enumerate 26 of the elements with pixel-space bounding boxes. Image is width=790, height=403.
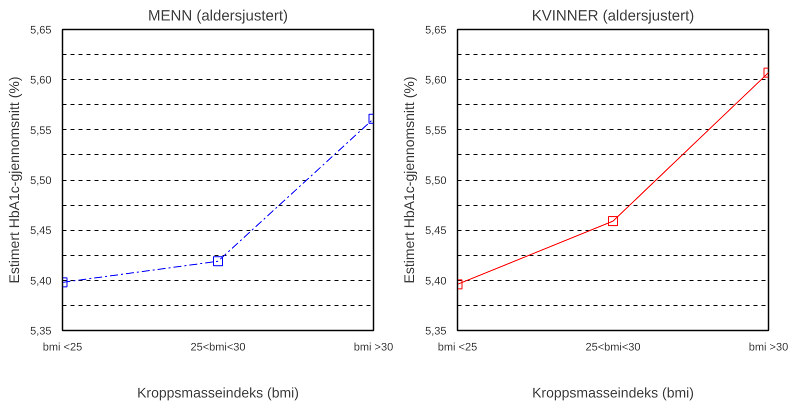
y-tick-label: 5,55 — [425, 124, 447, 137]
y-tick-label: 5,35 — [30, 326, 52, 338]
x-axis-title: Kroppsmasseindeks (bmi) — [532, 384, 694, 400]
y-tick-label: 5,50 — [425, 175, 447, 187]
y-tick-label: 5,60 — [425, 74, 447, 87]
y-tick-label: 5,45 — [425, 225, 447, 238]
y-tick-label: 5,40 — [30, 275, 52, 288]
x-tick-label: 25<bmi<30 — [585, 342, 641, 354]
y-axis-title: Estimert HbA1c-gjennomsnitt (%) — [401, 76, 418, 284]
y-tick-label: 5,65 — [425, 24, 447, 36]
chart-title: MENN (aldersjustert) — [148, 8, 288, 24]
y-tick-label: 5,35 — [425, 326, 447, 338]
x-tick-label: 25<bmi<30 — [190, 342, 246, 354]
y-tick-label: 5,55 — [30, 124, 52, 137]
y-tick-label: 5,45 — [30, 225, 52, 238]
y-tick-label: 5,60 — [30, 74, 52, 87]
y-axis-title: Estimert HbA1c-gjennomsnitt (%) — [6, 76, 22, 284]
x-tick-label: bmi <25 — [42, 342, 82, 354]
x-axis-title: Kroppsmasseindeks (bmi) — [137, 384, 299, 400]
x-tick-label: bmi >30 — [748, 342, 788, 354]
x-tick-label: bmi <25 — [438, 342, 478, 354]
chart-title: KVINNER (aldersjustert) — [532, 8, 694, 24]
y-tick-label: 5,65 — [30, 24, 52, 36]
x-tick-label: bmi >30 — [354, 342, 394, 354]
y-tick-label: 5,50 — [30, 175, 52, 187]
y-tick-label: 5,40 — [425, 275, 447, 288]
